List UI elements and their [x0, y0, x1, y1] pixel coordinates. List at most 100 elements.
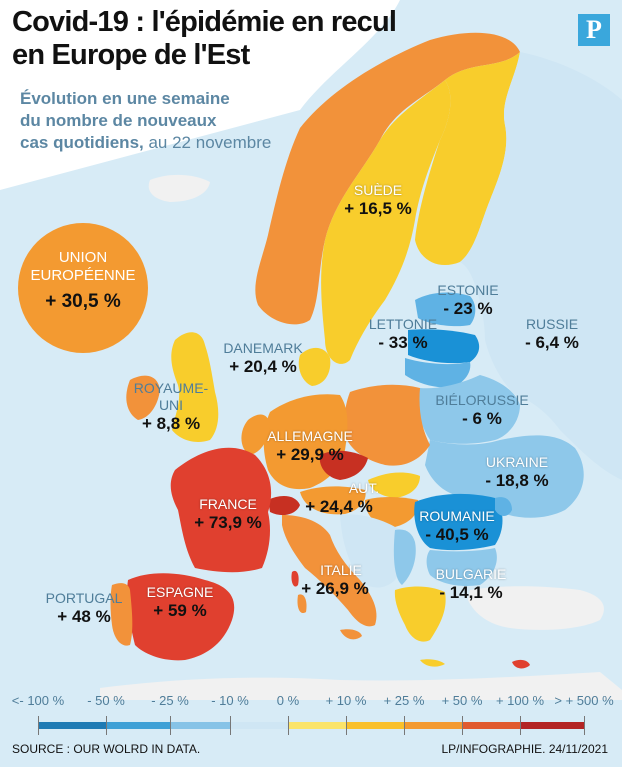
legend-label: - 50 % [87, 693, 125, 708]
subtitle: Évolution en une semaine du nombre de no… [20, 88, 350, 154]
legend-label: - 25 % [151, 693, 189, 708]
country-value: - 33 % [378, 333, 428, 352]
country-value: + 26,9 % [301, 579, 369, 598]
eu-badge-name: UNION EUROPÉENNE [18, 249, 148, 285]
page-title: Covid-19 : l'épidémie en recul en Europe… [12, 6, 572, 72]
label-espagne: ESPAGNE + 59 % [142, 584, 218, 621]
corsica [291, 570, 299, 587]
turkey [468, 586, 604, 630]
sardinia [297, 594, 307, 614]
label-estonie: ESTONIE - 23 % [428, 282, 508, 319]
title-line-2: en Europe de l'Est [12, 39, 250, 71]
latvia [408, 329, 480, 364]
legend-label: + 100 % [495, 693, 545, 708]
subtitle-line-3: cas quotidiens, au 22 novembre [20, 132, 350, 154]
subtitle-line-1: Évolution en une semaine [20, 89, 230, 108]
great-britain [171, 332, 219, 442]
switzerland [268, 495, 300, 516]
country-name-line-1: ROYAUME- [133, 380, 209, 396]
legend-swatch [462, 722, 520, 729]
label-lettonie: LETTONIE - 33 % [362, 316, 444, 353]
le-parisien-logo: P [578, 14, 610, 46]
legend-label: > + 500 % [554, 693, 614, 708]
country-value: + 20,4 % [229, 357, 297, 376]
country-name: PORTUGAL [45, 590, 123, 606]
poland [344, 384, 430, 466]
country-name: ITALIE [320, 562, 362, 578]
country-name: ALLEMAGNE [267, 428, 353, 444]
country-value: + 73,9 % [194, 513, 262, 532]
eu-badge-value: + 30,5 % [45, 291, 121, 312]
country-name: ESPAGNE [146, 584, 214, 600]
legend-tick [584, 716, 585, 735]
label-ukraine: UKRAINE - 18,8 % [474, 454, 560, 491]
legend-tick [346, 716, 347, 735]
title-line-1: Covid-19 : l'épidémie en recul [12, 6, 397, 38]
russia [460, 52, 622, 480]
legend-label: + 25 % [383, 693, 425, 708]
czechia [319, 450, 368, 480]
norway [255, 32, 520, 325]
cyprus [512, 659, 530, 669]
crete [420, 659, 445, 667]
legend-swatch [38, 722, 106, 729]
label-danemark: DANEMARK + 20,4 % [214, 340, 312, 377]
title-background [0, 0, 400, 190]
legend-tick [404, 716, 405, 735]
country-value: - 40,5 % [425, 525, 489, 544]
label-suede: SUÈDE + 16,5 % [338, 182, 418, 219]
country-name-line-2: UNI [158, 397, 184, 413]
moldova [495, 497, 512, 516]
denmark [298, 347, 331, 386]
bulgaria [426, 548, 497, 586]
legend-tick [288, 716, 289, 735]
legend-tick [520, 716, 521, 735]
legend-swatch [170, 722, 230, 729]
label-royaume-uni: ROYAUME- UNI + 8,8 % [126, 380, 216, 434]
country-name: DANEMARK [223, 340, 303, 356]
legend-swatch [106, 722, 170, 729]
spain [127, 573, 235, 661]
country-name: BIÉLORUSSIE [435, 392, 529, 408]
country-value: + 59 % [153, 601, 207, 620]
benelux [241, 414, 270, 455]
eu-badge: UNION EUROPÉENNE + 30,5 % [18, 223, 148, 353]
country-value: - 14,1 % [439, 583, 503, 602]
legend-tick [170, 716, 171, 735]
country-name: FRANCE [199, 496, 257, 512]
subtitle-date: au 22 novembre [143, 133, 272, 152]
legend-tick [106, 716, 107, 735]
country-value: + 29,9 % [276, 445, 344, 464]
label-portugal: PORTUGAL + 48 % [42, 590, 126, 627]
country-name: ROUMANIE [419, 508, 495, 524]
legend-label: 0 % [276, 693, 300, 708]
country-value: - 18,8 % [485, 471, 549, 490]
sweden [321, 80, 451, 364]
france [170, 447, 272, 573]
legend-tick [462, 716, 463, 735]
legend-label: <- 100 % [11, 693, 65, 708]
country-name: AUT. [348, 480, 380, 496]
legend-swatch [288, 722, 346, 729]
source-note: SOURCE : OUR WOLRD IN DATA. [12, 742, 201, 756]
label-bielorussie: BIÉLORUSSIE - 6 % [430, 392, 534, 429]
austria [300, 486, 366, 515]
legend-label: + 50 % [441, 693, 483, 708]
belarus [418, 375, 520, 444]
label-italie: ITALIE + 26,9 % [298, 562, 372, 599]
country-value: - 6 % [462, 409, 502, 428]
eu-badge-name-line-1: UNION [58, 249, 108, 266]
legend-swatch [520, 722, 584, 729]
label-allemagne: ALLEMAGNE + 29,9 % [258, 428, 362, 465]
label-france: FRANCE + 73,9 % [176, 496, 280, 533]
legend-label: - 10 % [211, 693, 249, 708]
serbia [393, 529, 416, 585]
credit-note: LP/INFOGRAPHIE. 24/11/2021 [441, 742, 608, 756]
iceland [148, 174, 210, 202]
romania [414, 493, 503, 551]
country-value: - 6,4 % [525, 333, 579, 352]
label-bulgarie: BULGARIE - 14,1 % [426, 566, 516, 603]
legend-tick [38, 716, 39, 735]
subtitle-line-2: du nombre de nouveaux [20, 111, 217, 130]
